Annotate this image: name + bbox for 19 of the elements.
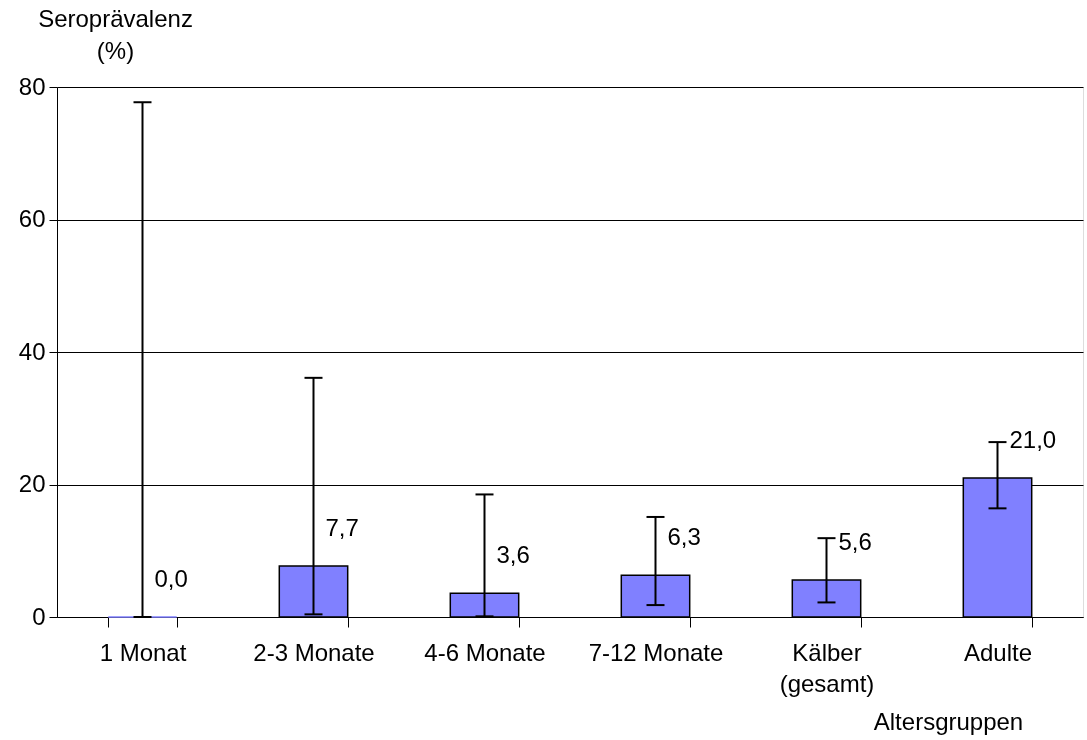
- data-label: 6,3: [667, 523, 701, 551]
- x-tick-label: Adulte: [963, 638, 1033, 666]
- x-tick-label: 1 Monat: [99, 638, 187, 666]
- y-tick-label: 60: [18, 205, 46, 232]
- x-tick-label: 7-12 Monate: [588, 638, 724, 666]
- x-tick-label: 2-3 Monate: [253, 638, 375, 666]
- data-label: 21,0: [1009, 425, 1057, 453]
- data-label: 5,6: [838, 527, 872, 555]
- data-label: 0,0: [154, 565, 188, 592]
- y-tick-label: 0: [32, 602, 46, 630]
- y-axis-title: Seroprävalenz (%): [38, 4, 193, 64]
- data-label: 7,7: [325, 513, 359, 541]
- y-tick-label: 20: [18, 470, 46, 497]
- y-tick-label: 40: [18, 337, 46, 365]
- x-axis-title: Altersgruppen: [873, 707, 1024, 735]
- data-label: 3,6: [496, 541, 530, 569]
- x-tick-label: Kälber (gesamt): [779, 638, 875, 697]
- y-tick-label: 80: [18, 72, 46, 100]
- x-tick-label: 4-6 Monate: [424, 638, 546, 666]
